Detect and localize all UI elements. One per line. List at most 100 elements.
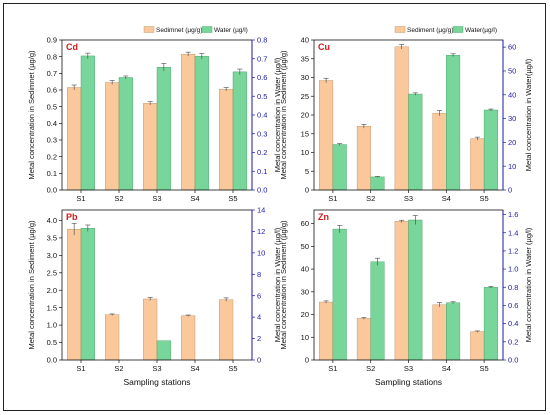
- y-tick-label: 50: [301, 242, 309, 251]
- y2-tick-label: 1.2: [508, 247, 518, 256]
- y-tick-label: 0.9: [47, 36, 57, 45]
- y2-tick-label: 50: [508, 67, 516, 76]
- x-tick-label-S2: S2: [366, 364, 375, 373]
- panel-zn: S1 S2 S3 S4 S5 0 10 20 30 40 50 60 0.0 0.2 0.4 0.6 0.8 1.…: [279, 209, 533, 387]
- y-tick-label: 30: [301, 287, 309, 296]
- figure-frame: S1 S2 S3 S4 S5 0.0 0.1 0.2 0.3 0.4 0.5 0.6 0.7 0.8 0.9…: [3, 3, 546, 411]
- bar-sediment-S3: [143, 103, 158, 191]
- y2-tick-label: 0.5: [257, 92, 267, 101]
- x-tick-label-S2: S2: [366, 194, 375, 203]
- x-tick-label-S5: S5: [228, 364, 237, 373]
- bar-sediment-S4: [181, 53, 196, 191]
- x-tick-label-S1: S1: [328, 364, 337, 373]
- y-tick-label: 2.0: [47, 286, 57, 295]
- x-tick-label-S5: S5: [228, 194, 237, 203]
- legend-label-sediment: Sediment (µg/g): [407, 27, 453, 34]
- bar-sediment-S3: [394, 46, 409, 191]
- y2-tick-label: 60: [508, 43, 516, 52]
- bar-sediment-S3: [143, 298, 158, 361]
- y2-tick-label: 12: [257, 227, 265, 236]
- legend-label-water: Water(µg/l): [465, 27, 497, 34]
- panel-title: Cu: [318, 42, 330, 52]
- y2-tick-label: 0.8: [257, 36, 267, 45]
- bar-sediment-S4: [181, 315, 196, 361]
- y2-tick-label: 0.2: [257, 148, 267, 157]
- y2-tick-label: 1.6: [508, 210, 518, 219]
- bar-sediment-S2: [105, 82, 120, 191]
- bar-sediment-S5: [470, 138, 485, 191]
- bar-water-S3: [408, 219, 423, 361]
- y2-tick-label: 0.4: [508, 319, 518, 328]
- bar-water-S4: [446, 55, 461, 191]
- bar-sediment-S1: [67, 87, 82, 191]
- y-tick-label: 4.0: [47, 216, 57, 225]
- bar-water-S3: [408, 93, 423, 191]
- panel-cd: S1 S2 S3 S4 S5 0.0 0.1 0.2 0.3 0.4 0.5 0.6 0.7 0.8 0.9…: [27, 26, 282, 203]
- y2-tick-label: 10: [257, 248, 265, 257]
- y2-tick-label: 0.7: [257, 54, 267, 63]
- y2-tick-label: 1.0: [508, 265, 518, 274]
- y-tick-label: 2.5: [47, 268, 57, 277]
- bar-sediment-S5: [470, 331, 485, 361]
- y2-tick-label: 0.6: [257, 73, 267, 82]
- bar-water-S1: [80, 228, 95, 361]
- y2-tick-label: 8: [257, 270, 261, 279]
- y-tick-label: 10: [301, 148, 309, 157]
- y2-tick-label: 0.6: [508, 301, 518, 310]
- x-tick-label-S4: S4: [442, 194, 451, 203]
- x-tick-label-S2: S2: [114, 364, 123, 373]
- bar-water-S1: [332, 228, 347, 361]
- x-tick-label-S3: S3: [152, 364, 161, 373]
- legend-swatch-sediment: [394, 26, 406, 33]
- bar-water-S3: [156, 340, 171, 361]
- y-axis-title: Metal concentration in Sediment (µg/g): [279, 50, 288, 179]
- y2-tick-label: 20: [508, 138, 516, 147]
- y-tick-label: 10: [301, 333, 309, 342]
- y2-tick-label: 14: [257, 206, 265, 215]
- y2-tick-label: 1.4: [508, 228, 518, 237]
- x-tick-label-S3: S3: [152, 194, 161, 203]
- y-tick-label: 0.2: [47, 152, 57, 161]
- legend-label-water: Water (µg/l): [214, 27, 248, 34]
- y2-axis-title: Metal concentration in Water(µg/l): [524, 58, 533, 171]
- legend: Sediment (µg/g) Water(µg/l): [394, 26, 497, 34]
- y-tick-label: 25: [301, 92, 309, 101]
- y2-tick-label: 10: [508, 162, 516, 171]
- y-tick-label: 3.5: [47, 234, 57, 243]
- bar-water-S4: [446, 302, 461, 361]
- y-tick-label: 0: [305, 186, 309, 195]
- y2-axis-title: Metal concentration in Water (µg/l): [273, 227, 282, 342]
- panel-title: Zn: [318, 212, 329, 222]
- panel-cu: S1 S2 S3 S4 S5 0 5 10 15 20 25 30 35 40 0 10 20 30 40 50 60 M…: [279, 26, 533, 203]
- bar-sediment-S3: [394, 221, 409, 361]
- bar-sediment-S1: [319, 80, 334, 191]
- panel-title: Cd: [66, 42, 78, 52]
- y2-tick-label: 0.2: [508, 337, 518, 346]
- bar-sediment-S1: [319, 301, 334, 361]
- y-tick-label: 0.0: [47, 356, 57, 365]
- y-axis-title: Metal concentration in Sediment (µg/g): [27, 220, 36, 349]
- x-tick-label-S5: S5: [480, 194, 489, 203]
- y-tick-label: 1.5: [47, 303, 57, 312]
- y-tick-label: 0.7: [47, 69, 57, 78]
- bar-sediment-S2: [105, 314, 120, 361]
- x-tick-label-S5: S5: [480, 364, 489, 373]
- x-tick-label-S4: S4: [190, 364, 199, 373]
- y-tick-label: 0.0: [47, 186, 57, 195]
- bar-sediment-S1: [67, 228, 82, 361]
- y2-tick-label: 0.0: [257, 186, 267, 195]
- y2-tick-label: 0.1: [257, 167, 267, 176]
- bar-sediment-S5: [219, 88, 234, 191]
- bar-water-S1: [80, 55, 95, 191]
- y-tick-label: 1.0: [47, 321, 57, 330]
- y-axis-title: Metal concentration in Sediment (µg/g): [279, 220, 288, 349]
- bar-water-S5: [232, 71, 247, 191]
- y2-axis-title: Metal concentration in Water (µg/l): [273, 57, 282, 172]
- y-tick-label: 0.5: [47, 102, 57, 111]
- panel-title: Pb: [66, 212, 78, 222]
- y-axis-title: Metal concentration in Sedimnet (µg/g): [27, 50, 36, 179]
- y2-tick-label: 0.8: [508, 283, 518, 292]
- y-tick-label: 0.5: [47, 338, 57, 347]
- x-tick-label-S1: S1: [76, 364, 85, 373]
- y-tick-label: 3.0: [47, 251, 57, 260]
